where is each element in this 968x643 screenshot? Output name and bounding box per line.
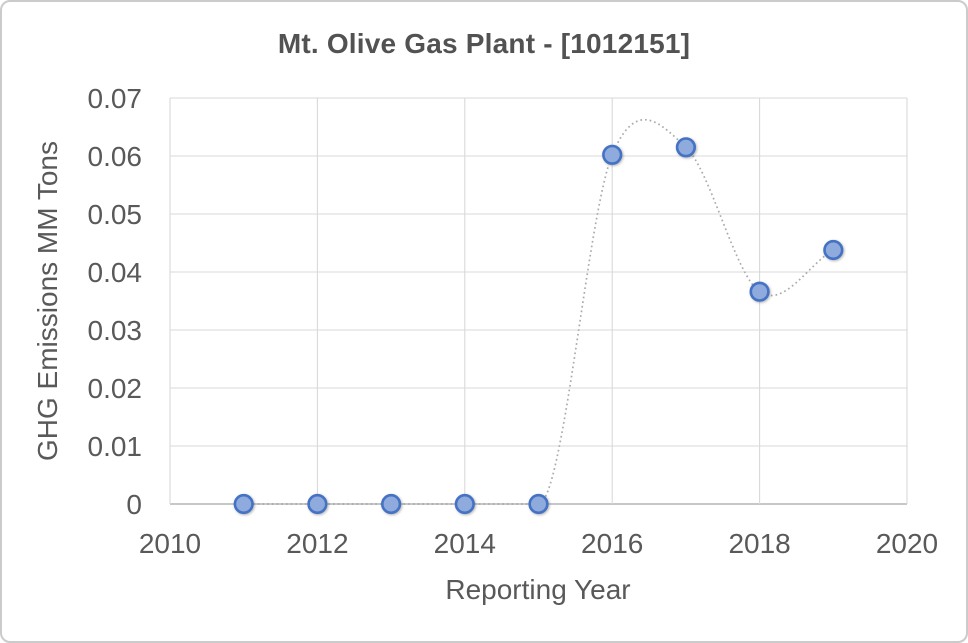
y-tick-label: 0.04 [88, 257, 143, 288]
y-tick-label: 0.03 [88, 315, 143, 346]
data-point-marker [233, 493, 254, 515]
data-point-marker [381, 493, 402, 515]
x-tick-label: 2018 [728, 528, 790, 559]
x-axis-title: Reporting Year [445, 574, 630, 605]
y-tick-label: 0.07 [88, 83, 143, 114]
y-tick-label: 0.05 [88, 199, 143, 230]
axis-tick-labels: 0 0.01 0.02 0.03 0.04 0.05 0.06 0.07 2010 2012 201… [88, 83, 939, 559]
x-tick-label: 2014 [434, 528, 496, 559]
x-tick-label: 2010 [139, 528, 201, 559]
y-tick-label: 0.01 [88, 431, 143, 462]
y-tick-label: 0.02 [88, 373, 143, 404]
x-tick-label: 2020 [876, 528, 938, 559]
data-point-marker [675, 137, 697, 158]
data-point-marker [823, 239, 844, 261]
data-series [233, 118, 844, 515]
y-axis-title: GHG Emissions MM Tons [32, 141, 63, 461]
chart-title: Mt. Olive Gas Plant - [1012151] [277, 28, 691, 59]
data-point-marker [307, 493, 328, 515]
y-tick-label: 0.06 [88, 141, 143, 172]
data-point-marker [454, 493, 475, 515]
y-tick-label: 0 [126, 489, 142, 520]
x-tick-label: 2016 [581, 528, 643, 559]
data-point-marker [602, 144, 623, 165]
data-point-marker [749, 281, 770, 302]
data-point-marker [528, 493, 549, 515]
x-tick-label: 2012 [286, 528, 348, 559]
gridlines [169, 97, 908, 505]
